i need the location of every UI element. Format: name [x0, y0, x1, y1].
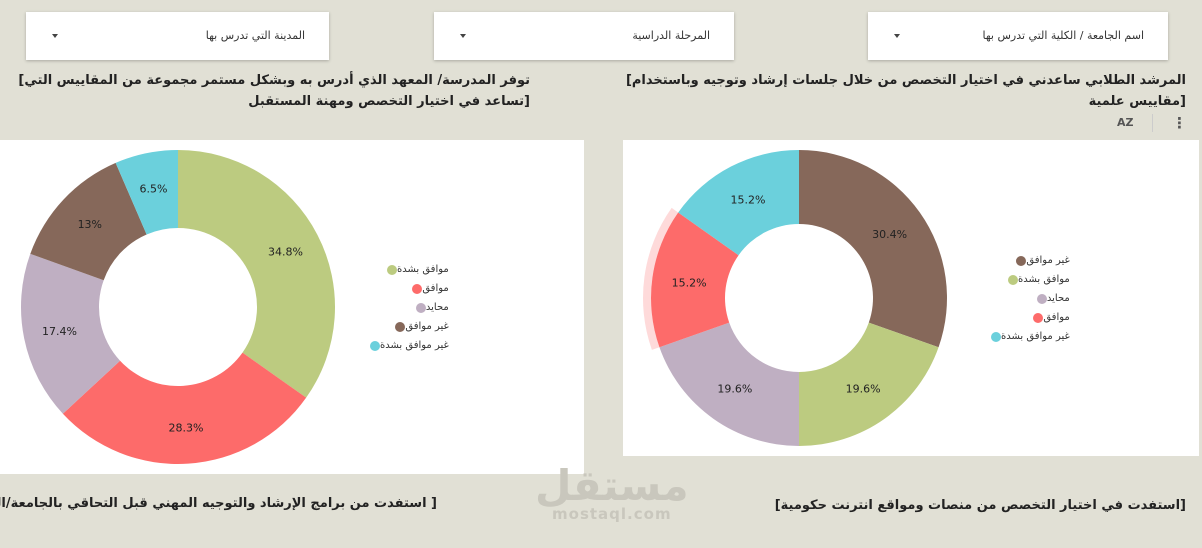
- legend-item[interactable]: موافق: [985, 308, 1070, 327]
- watermark-logo: مستقل mostaql.com: [535, 461, 689, 523]
- legend-swatch: [395, 321, 406, 332]
- legend-swatch: [415, 302, 426, 313]
- chart-panel-left: 34.8% 28.3% 17.4% 13% 6.5% موافق بشدة موافق مح…: [0, 140, 584, 474]
- legend-swatch: [386, 264, 397, 275]
- legend-item[interactable]: موافق بشدة: [364, 260, 449, 279]
- data-label: 13%: [78, 218, 102, 231]
- legend-swatch: [1036, 293, 1047, 304]
- legend-label: موافق بشدة: [396, 264, 449, 275]
- data-label: 19.6%: [846, 383, 881, 396]
- chart-title-left: توفر المدرسة/ المعهد الذي أدرس به وبشكل …: [18, 70, 530, 112]
- data-label: 30.4%: [872, 228, 907, 241]
- chevron-down-icon: [460, 34, 466, 38]
- legend-item[interactable]: محايد: [985, 289, 1070, 308]
- legend-swatch: [412, 283, 423, 294]
- data-label: 6.5%: [139, 183, 167, 196]
- legend-left: موافق بشدة موافق محايد غير موافق غير موافق ب…: [364, 260, 449, 355]
- legend-item[interactable]: غير موافق بشدة: [985, 327, 1070, 346]
- legend-item[interactable]: موافق: [364, 279, 449, 298]
- sort-az-icon[interactable]: AZ: [1117, 116, 1134, 129]
- legend-item[interactable]: موافق بشدة: [985, 270, 1070, 289]
- donut-slice[interactable]: [115, 150, 178, 235]
- legend-right: غير موافق موافق بشدة محايد موافق غير موافق ب…: [985, 251, 1070, 346]
- data-label: 15.2%: [672, 277, 707, 290]
- legend-label: غير موافق: [405, 321, 449, 332]
- chart-title-left-line2: [تساعد في اختيار التخصص ومهنة المستقبل: [248, 94, 530, 109]
- donut-slice[interactable]: [678, 150, 799, 256]
- donut-slice[interactable]: [799, 322, 939, 446]
- donut-slice[interactable]: [62, 352, 307, 465]
- chart-panel-right: 30.4% 19.6% 19.6% 15.2% 15.2% غير موافق موافق…: [623, 140, 1199, 456]
- legend-label: غير موافق بشدة: [380, 340, 449, 351]
- donut-slice[interactable]: [20, 253, 121, 414]
- donut-slice[interactable]: [659, 322, 799, 446]
- filter-city-label: المدينة التي تدرس بها: [205, 29, 305, 42]
- watermark-text: مستقل: [535, 461, 689, 510]
- filter-city-dropdown[interactable]: المدينة التي تدرس بها: [26, 12, 329, 60]
- legend-label: موافق: [1043, 312, 1070, 323]
- donut-slice-highlight: [643, 207, 679, 350]
- donut-slice[interactable]: [178, 150, 335, 398]
- legend-swatch: [1033, 312, 1044, 323]
- filter-university-label: اسم الجامعة / الكلية التي تدرس بها: [982, 29, 1144, 42]
- chart-title-right-line2: [مقاييس علمية: [1088, 94, 1186, 109]
- legend-swatch: [991, 331, 1001, 342]
- toolbar-divider: [1152, 114, 1153, 132]
- legend-item[interactable]: غير موافق: [985, 251, 1070, 270]
- filter-stage-label: المرحلة الدراسية: [632, 29, 710, 42]
- chart-title-bottom-right: [استفدت في اختيار التخصص من منصات ومواقع…: [774, 498, 1186, 513]
- donut-chart-left: 34.8% 28.3% 17.4% 13% 6.5%: [20, 150, 335, 465]
- filter-university-dropdown[interactable]: اسم الجامعة / الكلية التي تدرس بها: [868, 12, 1168, 60]
- legend-item[interactable]: غير موافق: [364, 317, 449, 336]
- donut-slice[interactable]: [651, 212, 739, 348]
- chart-title-right-line1: المرشد الطلابي ساعدني في اختيار التخصص م…: [625, 73, 1186, 88]
- legend-label: غير موافق بشدة: [1001, 331, 1070, 342]
- legend-item[interactable]: محايد: [364, 298, 449, 317]
- more-vert-icon[interactable]: ⋮: [1172, 114, 1187, 132]
- data-label: 17.4%: [42, 325, 77, 338]
- watermark-url: mostaql.com: [552, 505, 672, 523]
- data-label: 28.3%: [169, 422, 204, 435]
- legend-swatch: [1007, 274, 1018, 285]
- legend-label: موافق بشدة: [1017, 274, 1070, 285]
- chart-title-right: المرشد الطلابي ساعدني في اختيار التخصص م…: [626, 70, 1186, 112]
- legend-swatch: [1016, 255, 1027, 266]
- chevron-down-icon: [52, 34, 58, 38]
- donut-chart-right: 30.4% 19.6% 19.6% 15.2% 15.2%: [643, 150, 947, 446]
- data-label: 15.2%: [731, 193, 766, 206]
- chart-title-bottom-left: [ استفدت من برامج الإرشاد والتوجيه المهن…: [0, 496, 437, 511]
- legend-label: موافق: [422, 283, 449, 294]
- data-label: 19.6%: [717, 383, 752, 396]
- filter-stage-dropdown[interactable]: المرحلة الدراسية: [434, 12, 734, 60]
- legend-label: محايد: [1046, 293, 1070, 304]
- data-label: 34.8%: [268, 245, 303, 258]
- legend-swatch: [370, 340, 380, 351]
- chart-title-left-line1: توفر المدرسة/ المعهد الذي أدرس به وبشكل …: [18, 73, 530, 88]
- legend-item[interactable]: غير موافق بشدة: [364, 336, 449, 355]
- donut-slice[interactable]: [799, 150, 947, 348]
- chevron-down-icon: [894, 34, 900, 38]
- legend-label: غير موافق: [1026, 255, 1070, 266]
- legend-label: محايد: [425, 302, 449, 313]
- donut-slice[interactable]: [30, 162, 147, 281]
